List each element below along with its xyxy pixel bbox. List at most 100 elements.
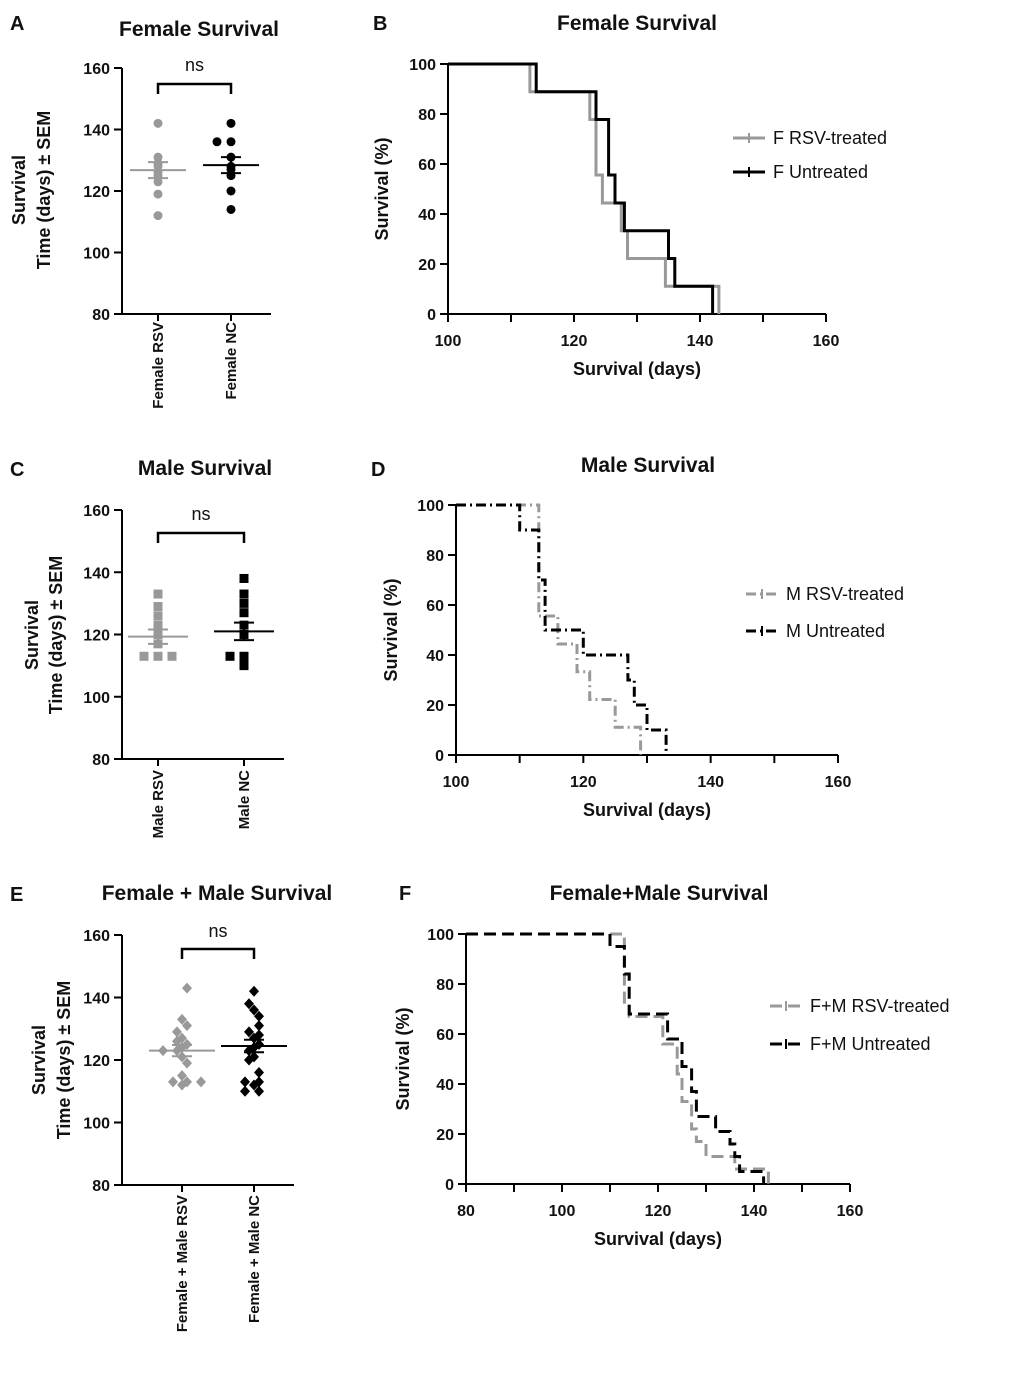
data-point bbox=[226, 118, 236, 128]
y-tick-label: 100 bbox=[83, 1116, 110, 1133]
data-point bbox=[226, 137, 236, 147]
panel-c: C Male Survival 80 100 120 140 160 Survival Time… bbox=[10, 457, 284, 838]
data-point bbox=[153, 211, 163, 221]
panel-f: F Female+Male Survival 0 20 40 60 80 100 80 100 12… bbox=[393, 882, 950, 1249]
sem-error-bar bbox=[244, 1038, 264, 1054]
data-point bbox=[212, 137, 222, 147]
x-tick-label: 160 bbox=[813, 333, 840, 350]
legend-label: F+M Untreated bbox=[810, 1034, 931, 1054]
y-tick-label: 40 bbox=[418, 207, 436, 224]
data-point bbox=[225, 651, 235, 661]
panel-label: D bbox=[371, 459, 385, 481]
data-point bbox=[153, 601, 163, 611]
data-point bbox=[153, 651, 163, 661]
data-point bbox=[167, 651, 177, 661]
category-label: Male RSV bbox=[150, 770, 167, 838]
x-tick-label: 80 bbox=[457, 1203, 475, 1220]
data-point bbox=[254, 1020, 264, 1032]
data-point bbox=[177, 1013, 187, 1025]
data-point bbox=[239, 608, 249, 618]
data-point bbox=[254, 1085, 264, 1097]
data-point bbox=[153, 189, 163, 199]
data-point bbox=[249, 1032, 259, 1044]
panel-label: B bbox=[373, 13, 387, 35]
data-point bbox=[239, 589, 249, 599]
survival-curve bbox=[448, 62, 721, 314]
significance-label: ns bbox=[191, 504, 210, 524]
data-point bbox=[153, 118, 163, 128]
y-tick-label: 140 bbox=[83, 565, 110, 582]
category-label: Female RSV bbox=[150, 322, 167, 409]
x-tick-label: 100 bbox=[549, 1203, 576, 1220]
panel-title: Female + Male Survival bbox=[102, 882, 333, 905]
sem-error-bar bbox=[148, 628, 168, 645]
x-axis-label: Survival (days) bbox=[573, 359, 701, 379]
legend-label: F RSV-treated bbox=[773, 128, 887, 148]
panel-label: C bbox=[10, 459, 24, 481]
y-tick-label: 60 bbox=[418, 157, 436, 174]
y-axis-label: Survival bbox=[22, 600, 42, 670]
y-axis-label: Time (days) ± SEM bbox=[46, 556, 66, 715]
significance-label: ns bbox=[185, 55, 204, 75]
data-point bbox=[244, 998, 254, 1010]
data-point bbox=[254, 1067, 264, 1078]
y-tick-label: 80 bbox=[92, 752, 110, 769]
survival-curve bbox=[456, 503, 668, 755]
y-tick-label: 100 bbox=[417, 498, 444, 515]
panel-d: D Male Survival 0 20 40 60 80 100 100 120 140 160 Su… bbox=[371, 454, 904, 820]
panel-a: A Female Survival 80 100 120 140 160 Survival Ti… bbox=[9, 13, 279, 409]
y-tick-label: 40 bbox=[436, 1077, 454, 1094]
data-point bbox=[249, 985, 259, 997]
data-point bbox=[239, 661, 249, 671]
y-tick-label: 60 bbox=[426, 598, 444, 615]
y-tick-label: 160 bbox=[83, 503, 110, 520]
y-tick-label: 80 bbox=[436, 977, 454, 994]
y-tick-label: 100 bbox=[409, 57, 436, 74]
y-tick-label: 80 bbox=[92, 1178, 110, 1195]
data-point bbox=[177, 1070, 187, 1082]
x-tick-label: 140 bbox=[697, 774, 724, 791]
x-tick-label: 100 bbox=[443, 774, 470, 791]
survival-curve bbox=[466, 932, 770, 1184]
panel-b: B Female Survival 0 20 40 60 80 100 100 120 140 160… bbox=[372, 12, 887, 379]
y-axis-label: Time (days) ± SEM bbox=[54, 981, 74, 1140]
survival-curve bbox=[456, 503, 643, 755]
data-point bbox=[177, 1079, 187, 1091]
data-point bbox=[168, 1076, 178, 1088]
panel-title: Female Survival bbox=[119, 18, 279, 41]
data-point bbox=[153, 152, 163, 162]
y-tick-label: 100 bbox=[427, 927, 454, 944]
legend-label: M Untreated bbox=[786, 621, 885, 641]
y-tick-label: 160 bbox=[83, 61, 110, 78]
y-tick-label: 20 bbox=[436, 1127, 454, 1144]
y-axis-label: Time (days) ± SEM bbox=[34, 111, 54, 270]
y-tick-label: 100 bbox=[83, 690, 110, 707]
survival-curve bbox=[466, 932, 766, 1184]
x-tick-label: 160 bbox=[837, 1203, 864, 1220]
category-label: Male NC bbox=[236, 770, 253, 829]
legend-label: M RSV-treated bbox=[786, 584, 904, 604]
data-point bbox=[244, 1026, 254, 1038]
category-label: Female + Male NC bbox=[246, 1195, 263, 1323]
x-tick-label: 100 bbox=[435, 333, 462, 350]
data-point bbox=[139, 651, 149, 661]
data-point bbox=[172, 1026, 182, 1038]
x-tick-label: 120 bbox=[645, 1203, 672, 1220]
y-tick-label: 100 bbox=[83, 246, 110, 263]
significance-bracket bbox=[156, 531, 246, 543]
y-axis-label: Survival (%) bbox=[372, 137, 392, 240]
data-point bbox=[239, 573, 249, 583]
y-tick-label: 140 bbox=[83, 991, 110, 1008]
x-tick-label: 140 bbox=[741, 1203, 768, 1220]
y-tick-label: 80 bbox=[426, 548, 444, 565]
y-tick-label: 160 bbox=[83, 928, 110, 945]
data-point bbox=[153, 620, 163, 630]
sem-error-bar bbox=[148, 161, 168, 180]
y-tick-label: 0 bbox=[427, 307, 436, 324]
data-point bbox=[182, 982, 192, 994]
panel-title: Male Survival bbox=[138, 457, 272, 480]
panel-e: E Female + Male Survival 80 100 120 140 160 Sur… bbox=[10, 882, 332, 1332]
category-label: Female NC bbox=[223, 322, 240, 400]
